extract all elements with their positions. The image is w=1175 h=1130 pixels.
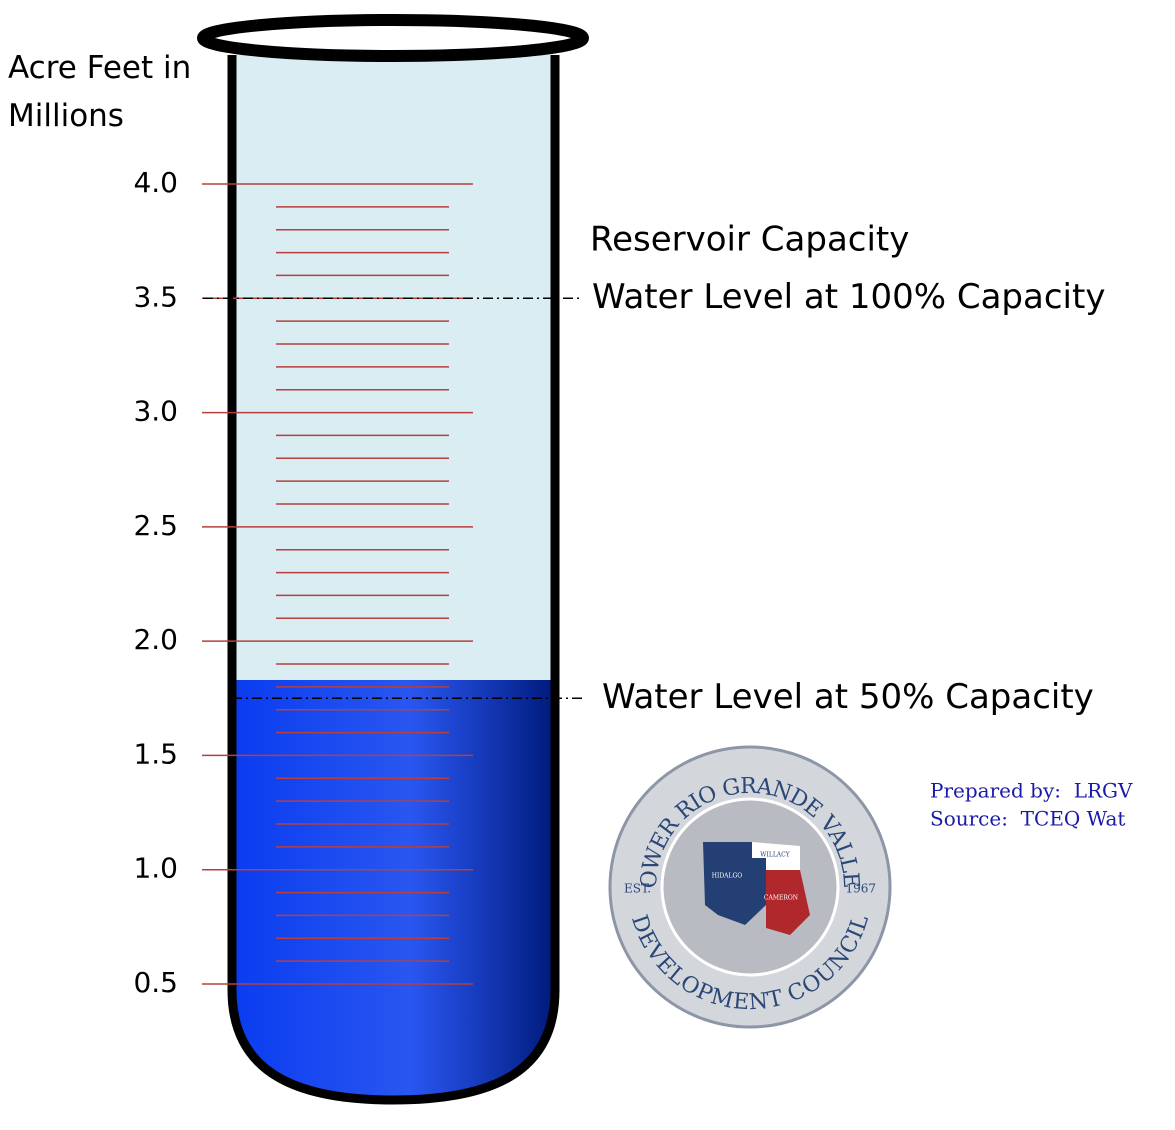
- y-tick-label: 2.5: [133, 509, 178, 542]
- y-tick-label: 3.5: [133, 280, 178, 313]
- annotation: Water Level at 100% Capacity: [592, 277, 1105, 317]
- annotation: Water Level at 50% Capacity: [602, 677, 1094, 717]
- logo-county: WILLACY: [760, 852, 790, 859]
- logo-willacy: [752, 842, 800, 870]
- y-tick-label: 1.5: [133, 737, 178, 770]
- y-tick-label: 4.0: [133, 166, 178, 199]
- logo-county: CAMERON: [764, 895, 798, 902]
- tube-outline: [227, 55, 560, 1105]
- water: [232, 680, 555, 1100]
- logo-cameron: [766, 870, 810, 935]
- credit: Source: TCEQ Wat: [930, 807, 1125, 831]
- y-tick-label: 1.0: [133, 852, 178, 885]
- y-axis-label: Acre Feet in Millions: [8, 50, 192, 134]
- y-tick-label: 3.0: [133, 395, 178, 428]
- y-tick-label: 2.0: [133, 623, 178, 656]
- annotation: Reservoir Capacity: [590, 220, 909, 260]
- y-tick-label: 0.5: [133, 966, 178, 999]
- tube-lip: [197, 14, 589, 62]
- logo-hidalgo: [703, 842, 766, 925]
- credit: Prepared by: LRGV: [930, 779, 1133, 803]
- logo-est: EST.: [624, 882, 651, 896]
- logo-county: HIDALGO: [712, 873, 743, 880]
- logo-year: 1967: [845, 882, 876, 896]
